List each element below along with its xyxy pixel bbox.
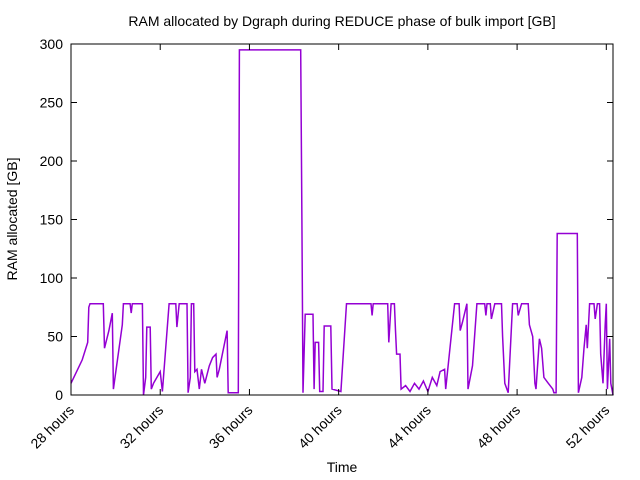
y-tick-label: 250	[40, 95, 64, 111]
y-tick-label: 150	[40, 212, 64, 228]
x-tick-label: 28 hours	[27, 402, 77, 452]
x-tick-label: 52 hours	[563, 402, 613, 452]
x-tick-label: 32 hours	[116, 402, 166, 452]
x-axis-label: Time	[327, 459, 358, 475]
y-axis: 0 50 100 150 200 250 300	[40, 36, 613, 403]
series-line	[70, 49, 614, 396]
y-tick-label: 0	[55, 387, 63, 403]
chart-title: RAM allocated by Dgraph during REDUCE ph…	[128, 13, 555, 29]
x-tick-label: 36 hours	[206, 402, 256, 452]
x-tick-label: 44 hours	[384, 402, 434, 452]
y-axis-label: RAM allocated [GB]	[4, 158, 20, 281]
x-tick-label: 48 hours	[473, 402, 523, 452]
plot-frame	[70, 43, 614, 396]
y-tick-label: 100	[40, 270, 64, 286]
x-tick-label: 40 hours	[295, 402, 345, 452]
y-tick-label: 300	[40, 36, 64, 52]
y-tick-label: 200	[40, 153, 64, 169]
y-tick-label: 50	[47, 329, 63, 345]
plot-area	[70, 43, 614, 396]
